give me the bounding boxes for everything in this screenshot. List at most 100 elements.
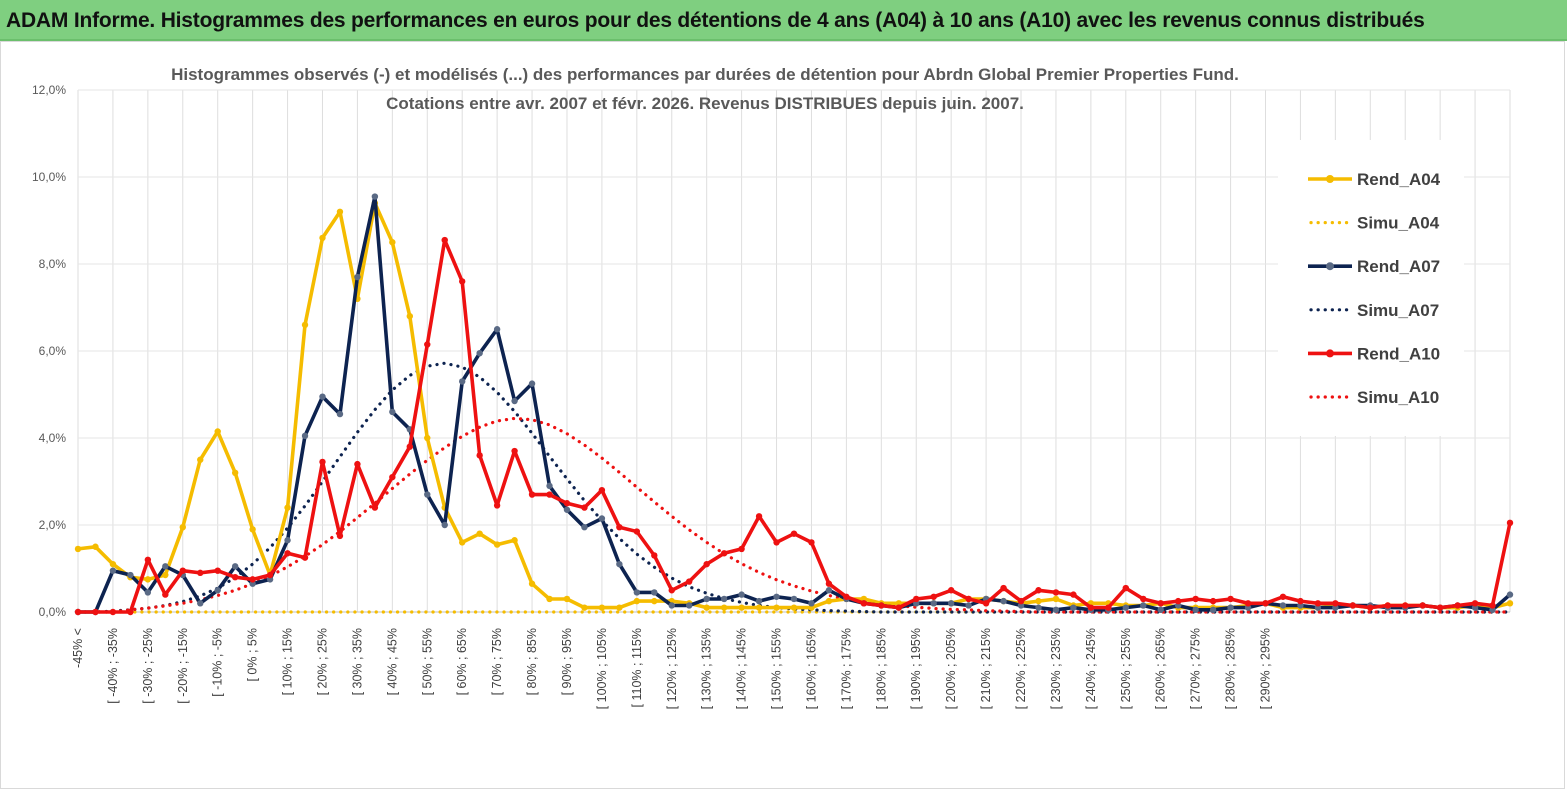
data-point [686,578,693,585]
x-axis-ticks: -45% < [ -40% ; -35% [ -30% ; -25% [ -20% ;… [71,628,1273,709]
data-point [162,591,169,598]
data-point [947,587,955,594]
data-point [1087,604,1095,611]
data-point [1297,597,1304,605]
data-point [389,239,396,246]
data-point [1471,600,1479,607]
data-point [1122,604,1130,611]
data-point [808,539,815,546]
data-point [1070,604,1077,611]
data-point [825,597,833,605]
data-point [458,539,466,546]
data-point [284,550,291,557]
data-point [458,378,466,385]
data-point [616,560,623,568]
data-point [703,560,710,568]
data-point [563,595,571,603]
data-point [738,545,745,553]
x-tick-label: [ 230% ; 235% [1049,628,1063,709]
data-point [1506,600,1514,607]
data-point [773,539,780,546]
data-point [982,600,990,607]
legend-item-rend-a07: Rend_A07 [1308,257,1440,276]
data-point [1035,587,1042,594]
x-tick-label: [ 270% ; 275% [1189,628,1203,709]
data-point [354,273,361,281]
x-tick-label: -45% < [71,628,85,668]
data-point [1157,606,1164,614]
data-point [755,597,763,605]
data-point [511,397,518,405]
x-tick-label: [ 0% ; 5% [246,628,260,682]
data-point [1314,600,1322,607]
data-point [651,589,658,596]
data-point [441,521,448,529]
data-point [668,587,675,594]
data-point [878,602,885,609]
y-tick-label: 0,0% [39,605,67,619]
data-point [546,491,553,498]
data-point [266,571,274,579]
data-point [1279,602,1287,609]
data-point [616,604,623,611]
legend-item-simu-a10: Simu_A10 [1309,388,1439,407]
data-point [651,552,658,559]
data-point [371,193,379,200]
x-tick-label: [ 260% ; 265% [1154,628,1168,709]
data-point [214,428,221,435]
y-tick-label: 2,0% [39,518,67,532]
x-tick-label: [ 80% ; 85% [525,628,539,695]
data-point [197,569,204,577]
data-point [1349,602,1357,609]
legend-item-rend-a10: Rend_A10 [1308,344,1440,363]
data-point [511,447,518,455]
data-point [336,410,344,418]
data-point [1174,597,1182,605]
data-point [109,567,117,574]
x-tick-label: [ 160% ; 165% [804,628,818,709]
data-point [668,602,675,609]
data-point [424,341,431,348]
x-tick-label: [ 180% ; 185% [874,628,888,709]
data-point [389,408,396,416]
data-point [790,595,798,603]
x-tick-label: [ 50% ; 55% [420,628,434,695]
x-tick-label: [ 120% ; 125% [665,628,679,709]
x-tick-label: [ 140% ; 145% [735,628,749,709]
data-point [1209,597,1217,605]
data-point [301,321,309,329]
data-point [860,600,868,607]
x-tick-label: [ 210% ; 215% [979,628,993,709]
data-point [1070,591,1077,598]
legend-label: Simu_A10 [1357,388,1439,407]
data-point [598,604,606,611]
data-point [773,604,780,611]
chart-title-line2: Cotations entre avr. 2007 et févr. 2026.… [386,94,1024,113]
data-point [720,595,728,603]
data-point [633,528,641,535]
data-point [162,571,169,579]
data-point [319,393,326,400]
data-point [1140,602,1147,609]
report-banner: ADAM Informe. Histogrammes des performan… [0,0,1567,41]
data-point [92,608,99,616]
data-point [319,458,326,466]
data-point [651,597,658,605]
data-point [109,560,117,568]
data-point [511,537,518,544]
data-point [458,278,466,285]
data-point [371,504,379,511]
legend-marker [1326,262,1334,271]
data-point [825,587,833,594]
data-point [1140,595,1147,603]
x-tick-label: [ 10% ; 15% [281,628,295,695]
data-point [1122,584,1130,592]
data-point [965,602,972,609]
data-point [1244,600,1252,607]
data-point [493,326,501,333]
data-point [1384,602,1391,609]
data-point [581,604,588,611]
data-point [563,500,571,507]
data-point [162,563,169,570]
data-point [1506,591,1514,598]
